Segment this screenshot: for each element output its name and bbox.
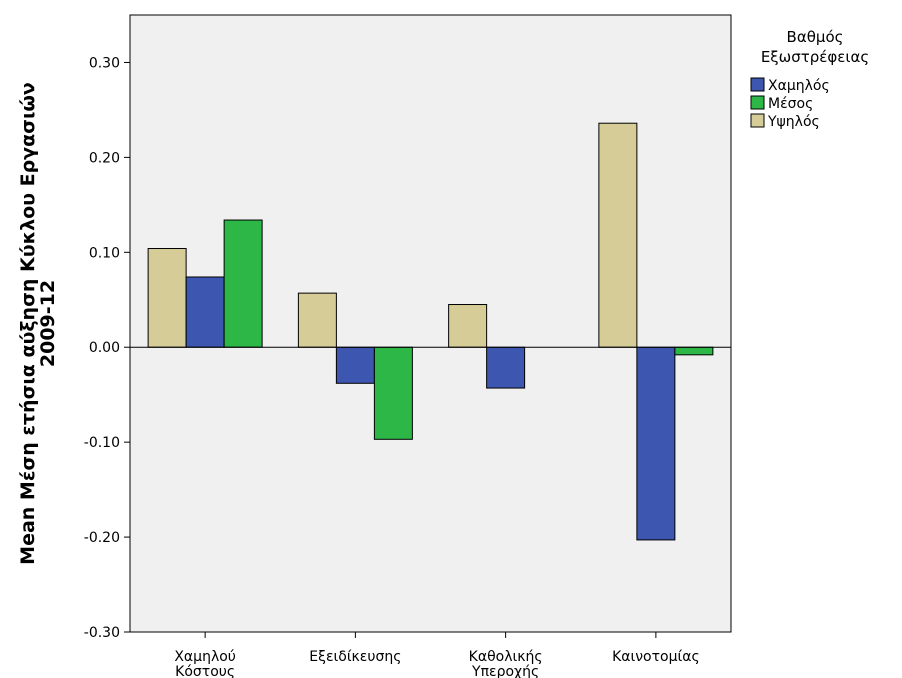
- y-tick-label: 0.10: [89, 245, 120, 261]
- legend-swatch: [750, 77, 765, 92]
- legend-label: Υψηλός: [767, 114, 820, 130]
- y-axis-title: Mean Μέση ετήσια αύξηση Κύκλου Εργασιών2…: [17, 82, 59, 565]
- bar-Υψηλός-2: [448, 304, 488, 348]
- y-tick-label: 0.20: [89, 150, 120, 166]
- x-category-label: Καθολικής Υπεροχής: [469, 649, 543, 678]
- bar-Χαμηλός-0: [185, 276, 225, 348]
- bar-Υψηλός-3: [598, 122, 638, 348]
- bars-group: [147, 122, 714, 541]
- legend-title: Βαθμός: [787, 28, 844, 46]
- bar-Χαμηλός-2: [486, 346, 526, 389]
- legend-label: Χαμηλός: [768, 78, 830, 94]
- y-tick-label: -0.20: [84, 530, 120, 546]
- legend-label: Μέσος: [768, 96, 813, 112]
- x-axis: Χαμηλού Κόστους Εξειδίκευσης Καθολικής Υπερο…: [174, 632, 700, 678]
- bar-Χαμηλός-1: [335, 346, 375, 384]
- bar-Χαμηλός-3: [636, 346, 676, 541]
- x-category-label: Εξειδίκευσης: [309, 649, 401, 665]
- x-category-label: Χαμηλού Κόστους: [174, 649, 236, 678]
- bar-Μέσος-0: [223, 219, 263, 348]
- legend-title: Εξωστρέφειας: [761, 48, 869, 66]
- bar-Μέσος-1: [373, 346, 413, 440]
- y-tick-label: -0.10: [84, 435, 120, 451]
- y-tick-label: -0.30: [84, 625, 120, 641]
- x-category-label: Καινοτομίας: [612, 649, 700, 665]
- bar-Υψηλός-1: [297, 292, 337, 348]
- y-tick-label: 0.00: [89, 340, 120, 356]
- bar-Μέσος-3: [674, 346, 714, 356]
- legend: Βαθμός Εξωστρέφειας Χαμηλός Μέσος Υψηλός: [750, 28, 869, 130]
- bar-Υψηλός-0: [147, 248, 187, 348]
- y-tick-label: 0.30: [89, 55, 120, 71]
- y-axis: 0.30 0.20 0.10 0.00 -0.10 -0.20 -0.30: [84, 55, 130, 641]
- legend-swatch: [750, 113, 765, 128]
- legend-swatch: [750, 95, 765, 110]
